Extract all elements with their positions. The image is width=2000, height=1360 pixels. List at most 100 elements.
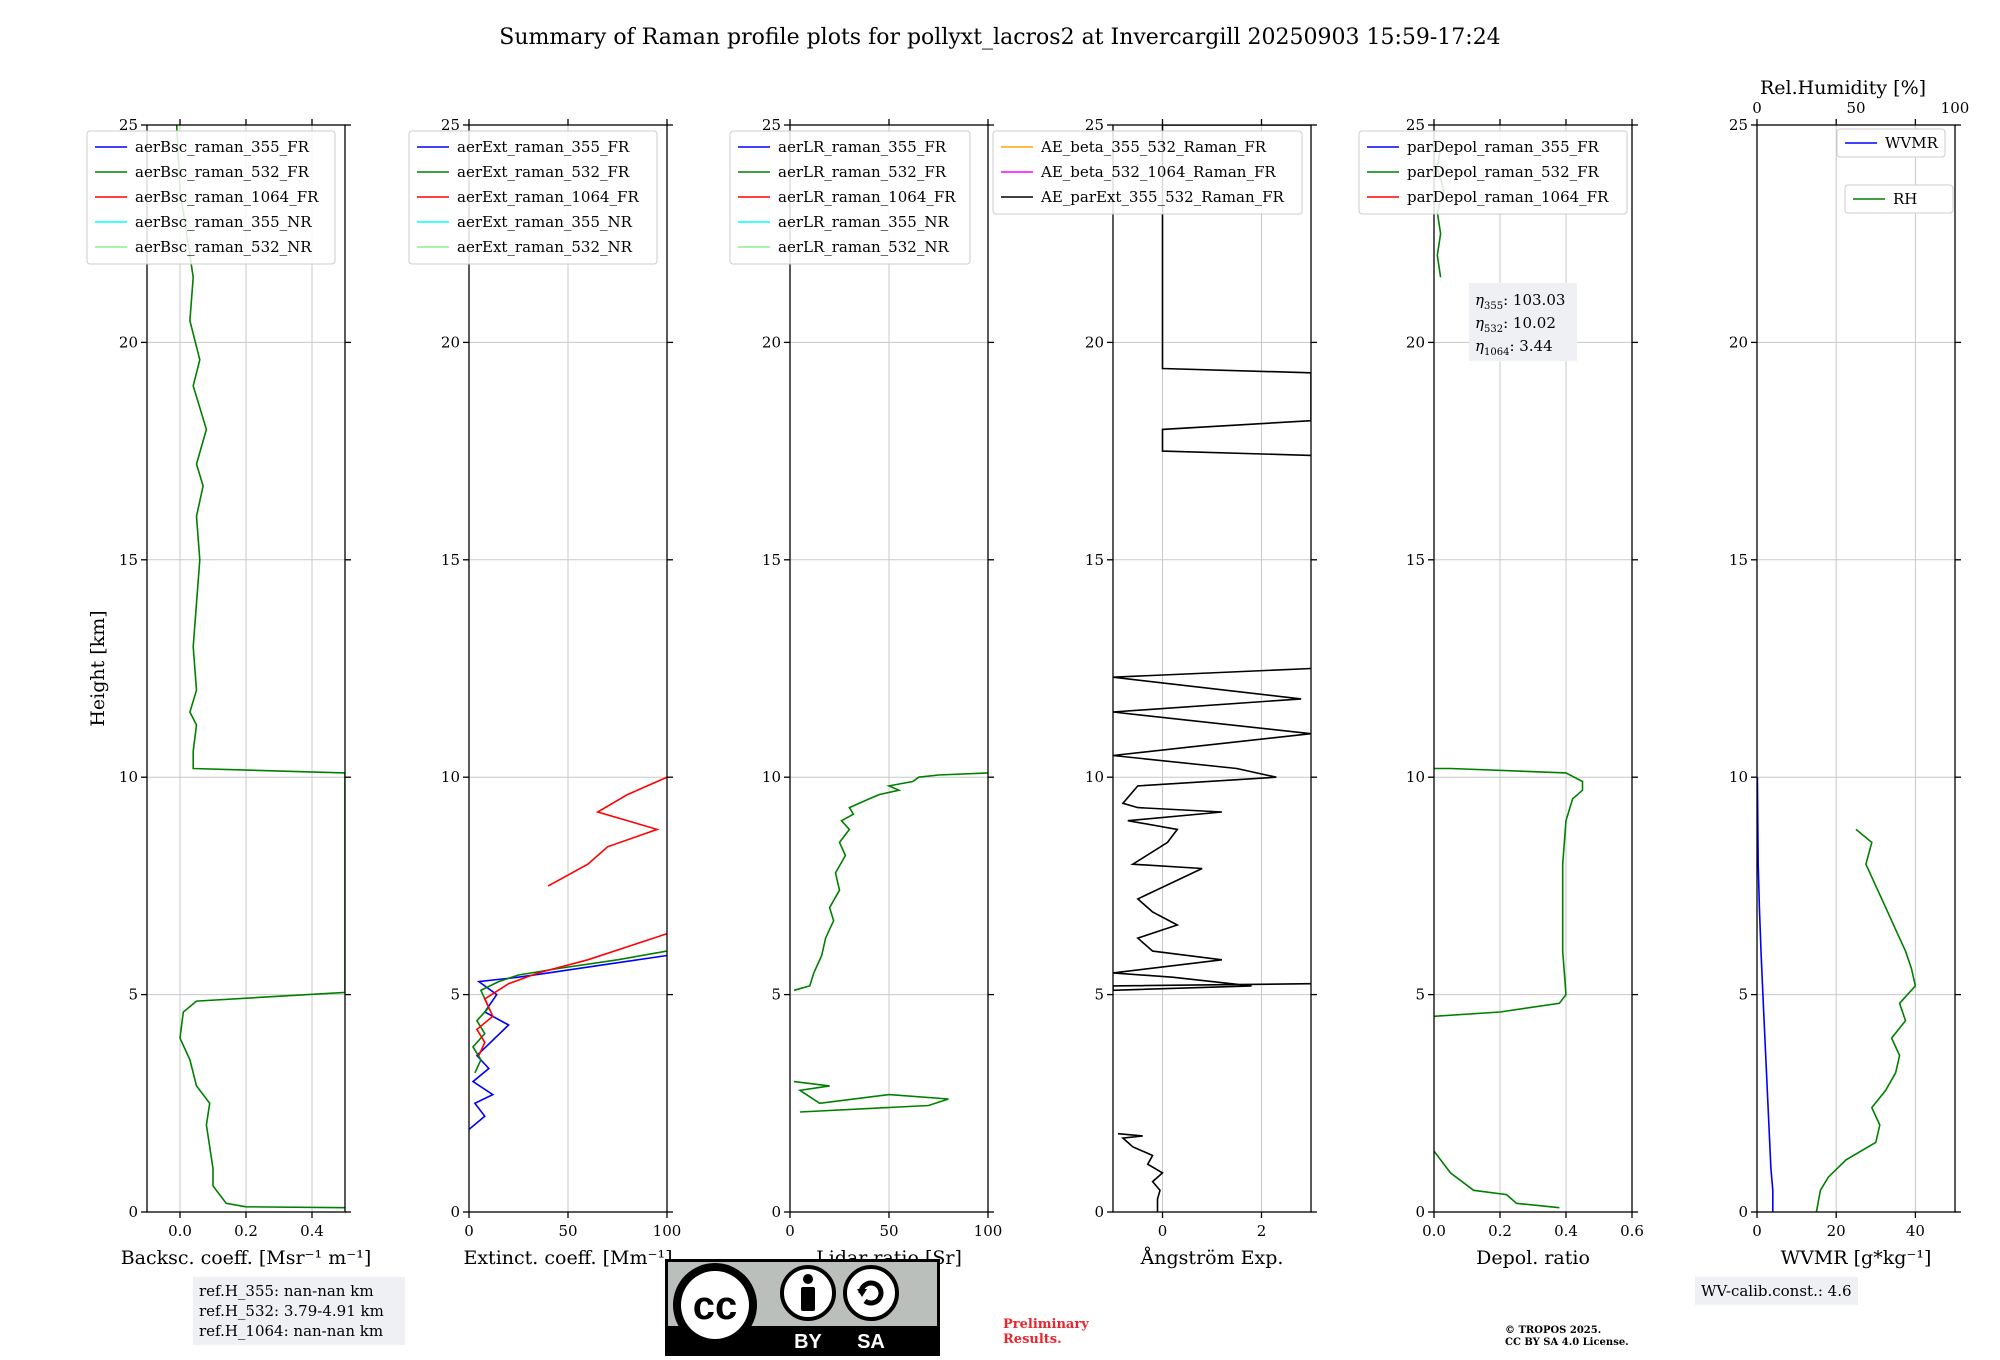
cc-by-sa-badge: cc BY SA (665, 1259, 940, 1356)
y-tick-label: 5 (1738, 986, 1748, 1004)
y-tick-label: 5 (1415, 986, 1425, 1004)
series-group (1113, 125, 1311, 1212)
prelim-line-1: Preliminary (1003, 1317, 1089, 1332)
series-line-aerBsc_raman_532_FR (175, 125, 345, 1209)
copyright-note: © TROPOS 2025. CC BY SA 4.0 License. (1505, 1325, 1629, 1349)
y-tick-label: 0 (450, 1203, 460, 1221)
refh-355: ref.H_355: nan-nan km (199, 1282, 374, 1300)
x-axis-label: Extinct. coeff. [Mm⁻¹] (463, 1247, 672, 1269)
y-tick-label: 10 (441, 768, 460, 786)
series-group (469, 776, 667, 1131)
y-tick-label: 10 (119, 768, 138, 786)
panel-ext: 0 5 10 15 20 25 0 50 100 Extinct. coeff. [Mm⁻¹] ae… (408, 116, 681, 1269)
cc-logo-text: cc (693, 1284, 738, 1328)
x-tick-label: 0.6 (1620, 1222, 1644, 1240)
series-line-aerExt_raman_1064_FR (475, 776, 667, 1056)
series-line-AE_parExt_355_532_Raman_FR (1117, 1132, 1164, 1212)
x-tick-label: 0 (464, 1222, 474, 1240)
panel-depol: 0 5 10 15 20 25 0.0 0.2 0.4 0.6 Depol. ratio parDep… (1358, 116, 1644, 1269)
series-line-RH (1815, 828, 1917, 1212)
legend-box (729, 130, 971, 265)
eta-value: : 103.03 (1503, 291, 1565, 309)
legend-label: aerBsc_raman_1064_FR (135, 188, 319, 206)
axes-frame (1433, 124, 1633, 1213)
x2-tick-label: 100 (1941, 99, 1970, 117)
x-tick-label: 0.0 (1422, 1222, 1446, 1240)
eta-value: : 10.02 (1503, 314, 1556, 332)
prelim-line-2: Results. (1003, 1332, 1062, 1347)
x-tick-label: 0.4 (1554, 1222, 1578, 1240)
x-tick-label: 0.4 (300, 1222, 324, 1240)
x-tick-label: 0.2 (234, 1222, 258, 1240)
x-axis-label: Backsc. coeff. [Msr⁻¹ m⁻¹] (121, 1247, 372, 1269)
x-tick-label: 0.0 (168, 1222, 192, 1240)
legend-label: parDepol_raman_355_FR (1407, 138, 1600, 156)
cc-by-text: BY (794, 1331, 822, 1353)
reference-height-box: ref.H_355: nan-nan km ref.H_532: 3.79-4.… (193, 1277, 405, 1345)
panel-ae: 0 5 10 15 20 25 0 2 Ångström Exp. AE_beta_355_532… (992, 116, 1317, 1269)
series-line-aerLR_raman_532_FR_low (793, 1080, 949, 1113)
y-tick-label: 25 (119, 116, 138, 134)
wv-calibration-box: WV-calib.const.: 4.6 (1695, 1277, 1858, 1305)
legend-box (1844, 184, 1954, 214)
preliminary-results-note: Preliminary Results. (1003, 1317, 1089, 1347)
y-tick-label: 25 (1406, 116, 1425, 134)
y-tick-label: 0 (771, 1203, 781, 1221)
legend-label: aerExt_raman_532_NR (457, 238, 633, 256)
series-line-aerLR_raman_532_FR (793, 772, 988, 992)
x-tick-label: 0 (1752, 1222, 1762, 1240)
x-tick-label: 40 (1906, 1222, 1925, 1240)
eta-355-label: η355: 103.03 (1475, 291, 1565, 312)
x-tick-label: 0.2 (1488, 1222, 1512, 1240)
y-tick-label: 15 (119, 551, 138, 569)
axes-frame (1112, 124, 1312, 1213)
y-tick-label: 20 (441, 333, 460, 351)
eta-532-label: η532: 10.02 (1475, 314, 1556, 335)
y-tick-label: 15 (762, 551, 781, 569)
y-tick-label: 20 (1085, 333, 1104, 351)
legend-label: aerLR_raman_532_FR (778, 163, 947, 181)
y-tick-label: 10 (1729, 768, 1748, 786)
x-axis-label: Ångström Exp. (1140, 1247, 1284, 1269)
legend-label: AE_beta_355_532_Raman_FR (1040, 138, 1267, 156)
legend-label: AE_beta_532_1064_Raman_FR (1040, 163, 1276, 181)
legend-label: aerExt_raman_1064_FR (457, 188, 639, 206)
y-tick-label: 25 (441, 116, 460, 134)
y-tick-label: 20 (1406, 333, 1425, 351)
annotation-box (1469, 283, 1577, 361)
y-tick-label: 10 (1406, 768, 1425, 786)
legend-label: aerBsc_raman_532_FR (135, 163, 310, 181)
y-tick-label: 15 (1729, 551, 1748, 569)
y-tick-label: 15 (1406, 551, 1425, 569)
y-tick-label: 5 (1094, 986, 1104, 1004)
y-tick-label: 5 (128, 986, 138, 1004)
y-tick-label: 15 (441, 551, 460, 569)
legend-label: aerBsc_raman_355_NR (135, 213, 312, 231)
y-tick-label: 0 (1415, 1203, 1425, 1221)
copyright-line-1: © TROPOS 2025. (1505, 1325, 1602, 1336)
y-tick-label: 10 (762, 768, 781, 786)
eta-subscript: 355 (1484, 301, 1503, 312)
x-tick-label: 50 (558, 1222, 577, 1240)
eta-symbol: η (1475, 314, 1484, 332)
refh-1064: ref.H_1064: nan-nan km (199, 1322, 384, 1340)
series-group (1757, 777, 1917, 1212)
series-group (793, 772, 988, 1113)
x2-tick-label: 0 (1752, 99, 1762, 117)
legend-label: aerBsc_raman_532_NR (135, 238, 312, 256)
axes-frame (1756, 124, 1956, 1213)
rh-axis-label: Rel.Humidity [%] (1760, 77, 1926, 99)
eta-value: : 3.44 (1509, 337, 1552, 355)
y-tick-label: 20 (1729, 333, 1748, 351)
legend-box (408, 130, 658, 265)
legend-box (992, 130, 1303, 215)
legend-label: aerLR_raman_355_FR (778, 138, 947, 156)
eta-symbol: η (1475, 337, 1484, 355)
y-tick-label: 5 (771, 986, 781, 1004)
series-line-WVMR (1757, 777, 1774, 1212)
x-tick-label: 20 (1827, 1222, 1846, 1240)
y-axis-label: Height [km] (87, 610, 109, 726)
legend-label: parDepol_raman_1064_FR (1407, 188, 1609, 206)
